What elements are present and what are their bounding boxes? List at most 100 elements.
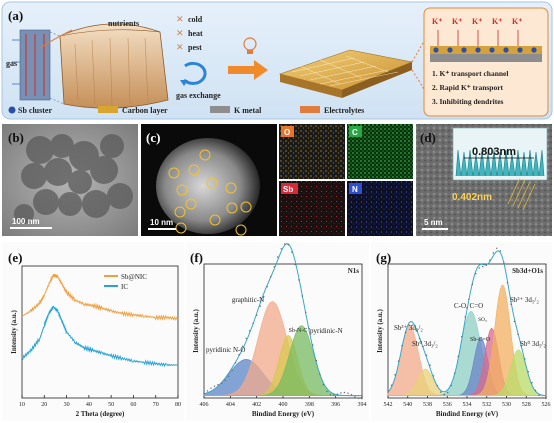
data-point bbox=[408, 324, 410, 326]
x-axis-label: Bindind Energy (eV) bbox=[436, 410, 499, 418]
scale-bar-label: 5 nm bbox=[424, 218, 443, 227]
data-point bbox=[301, 295, 303, 297]
xrd-chart: 10 20 30 40 50 60 70 80 2 Theta (degree) Intensit… bbox=[10, 265, 181, 418]
data-point bbox=[256, 314, 258, 316]
data-point bbox=[468, 298, 470, 300]
peak-label: Sb⁰ 3d₃/₂ bbox=[412, 340, 438, 348]
data-point bbox=[482, 266, 484, 268]
mechanism-callout: K⁺ K⁺ K⁺ K⁺ K⁺ 1. K⁺ transport channel 2… bbox=[423, 7, 549, 117]
plot-frame bbox=[21, 265, 179, 399]
panel-d-letter: (d) bbox=[420, 130, 436, 145]
envelope-line bbox=[387, 250, 547, 396]
panel-c: (c) 10 nm O C Sb N bbox=[141, 124, 413, 236]
map-label-sb: Sb bbox=[283, 185, 293, 194]
data-point bbox=[298, 279, 300, 281]
x-tick-label: 538 bbox=[423, 402, 432, 408]
data-point bbox=[401, 345, 403, 347]
data-point bbox=[545, 397, 547, 400]
data-point bbox=[357, 397, 360, 399]
legend-label: Carbon layer bbox=[122, 106, 168, 115]
sb-clusters bbox=[433, 47, 537, 53]
peak-label: pyridinic N-O bbox=[206, 346, 245, 354]
data-point bbox=[266, 286, 268, 288]
x-tick-label: 396 bbox=[331, 402, 340, 408]
data-point bbox=[340, 392, 342, 394]
panel-b: (b) 100 nm bbox=[2, 124, 138, 236]
panel-f: (f) 406 404 402 400 398 396 394 Bindind Energy … bbox=[186, 242, 369, 421]
y-axis-label: Intensity (a.u.) bbox=[376, 308, 384, 352]
data-point bbox=[291, 251, 293, 253]
data-point bbox=[252, 322, 254, 324]
peak-label: graphitic-N bbox=[232, 296, 264, 304]
data-point bbox=[333, 394, 335, 396]
peak-label: pyridinic-N bbox=[310, 327, 343, 335]
stress-list: ✕ cold ✕ heat ✕ pest bbox=[176, 14, 203, 52]
n1s-chart: 406 404 402 400 398 396 394 Bindind Energy (eV)… bbox=[192, 243, 367, 418]
data-point bbox=[259, 305, 261, 307]
y-axis-label: Intensity (a.u.) bbox=[192, 308, 200, 352]
series-line bbox=[21, 273, 179, 322]
data-point bbox=[422, 345, 424, 348]
series-line bbox=[21, 305, 179, 368]
data-point bbox=[263, 295, 265, 298]
data-point bbox=[245, 337, 247, 340]
data-point bbox=[454, 372, 456, 374]
data-point bbox=[206, 390, 209, 392]
data-point bbox=[506, 282, 509, 284]
data-point bbox=[485, 264, 487, 266]
pest-label: pest bbox=[188, 43, 202, 52]
peak-label: Sb⁰ 3d₅/₂ bbox=[520, 340, 546, 348]
data-point bbox=[224, 379, 226, 382]
data-point bbox=[347, 392, 349, 394]
data-point bbox=[457, 355, 459, 358]
x-axis-label: 2 Theta (degree) bbox=[76, 410, 125, 418]
data-point bbox=[390, 384, 393, 386]
data-point bbox=[308, 328, 310, 330]
y-axis-label: Intensity (a.u.) bbox=[10, 309, 18, 353]
data-point bbox=[478, 267, 480, 269]
legend-swatch bbox=[8, 106, 16, 114]
peak-label: Sb³⁺ 3d₅/₂ bbox=[510, 296, 539, 304]
data-point bbox=[231, 369, 233, 371]
x-tick-label: 530 bbox=[502, 402, 511, 408]
x-tick-label: 60 bbox=[130, 402, 136, 408]
sb3d-o1s-chart: 542 540 538 536 534 532 530 528 526 Bindind Energ… bbox=[376, 247, 551, 418]
data-point bbox=[450, 384, 452, 387]
panel-d: (d) 0.803nm 0.402nm 5 nm bbox=[416, 124, 552, 236]
peak-label: Sb³⁺ 3d₃/₂ bbox=[394, 324, 423, 332]
gas-exchange-label: gas exchange bbox=[176, 91, 221, 100]
eds-maps: O C Sb N bbox=[279, 124, 413, 236]
data-point bbox=[284, 243, 286, 245]
x-tick-label: 40 bbox=[86, 402, 92, 408]
x-tick-label: 402 bbox=[252, 402, 261, 408]
data-point bbox=[520, 345, 523, 347]
k-metal-strip bbox=[430, 54, 542, 62]
nutrients-label: nutrients bbox=[108, 19, 139, 28]
data-point bbox=[432, 375, 435, 377]
data-point bbox=[326, 390, 328, 393]
x-tick-label: 70 bbox=[153, 402, 159, 408]
data-point bbox=[503, 262, 505, 264]
data-point bbox=[315, 359, 318, 362]
x-tick-label: 10 bbox=[19, 402, 25, 408]
legend-swatch bbox=[300, 106, 320, 113]
data-point bbox=[418, 338, 421, 340]
legend-label: IC bbox=[121, 283, 128, 291]
data-point bbox=[227, 375, 230, 377]
data-point bbox=[531, 382, 533, 384]
data-point bbox=[404, 331, 407, 334]
x-tick-label: 20 bbox=[41, 402, 47, 408]
data-point bbox=[517, 333, 519, 335]
kplus-label: K⁺ bbox=[432, 17, 442, 26]
data-point bbox=[241, 345, 244, 347]
cross-icon: ✕ bbox=[176, 28, 184, 38]
x-tick-label: 400 bbox=[279, 402, 288, 408]
data-point bbox=[447, 391, 449, 394]
feature-3: 3. Inhibiting dendrites bbox=[432, 97, 504, 106]
peak-label: SO₃ bbox=[478, 317, 487, 323]
panel-a-legend: Sb cluster Carbon layer K metal Electrol… bbox=[8, 106, 364, 115]
feature-1: 1. K⁺ transport channel bbox=[432, 69, 508, 78]
data-point bbox=[234, 362, 237, 364]
chart-title: N1s bbox=[348, 267, 360, 275]
map-label-c: C bbox=[352, 128, 358, 137]
